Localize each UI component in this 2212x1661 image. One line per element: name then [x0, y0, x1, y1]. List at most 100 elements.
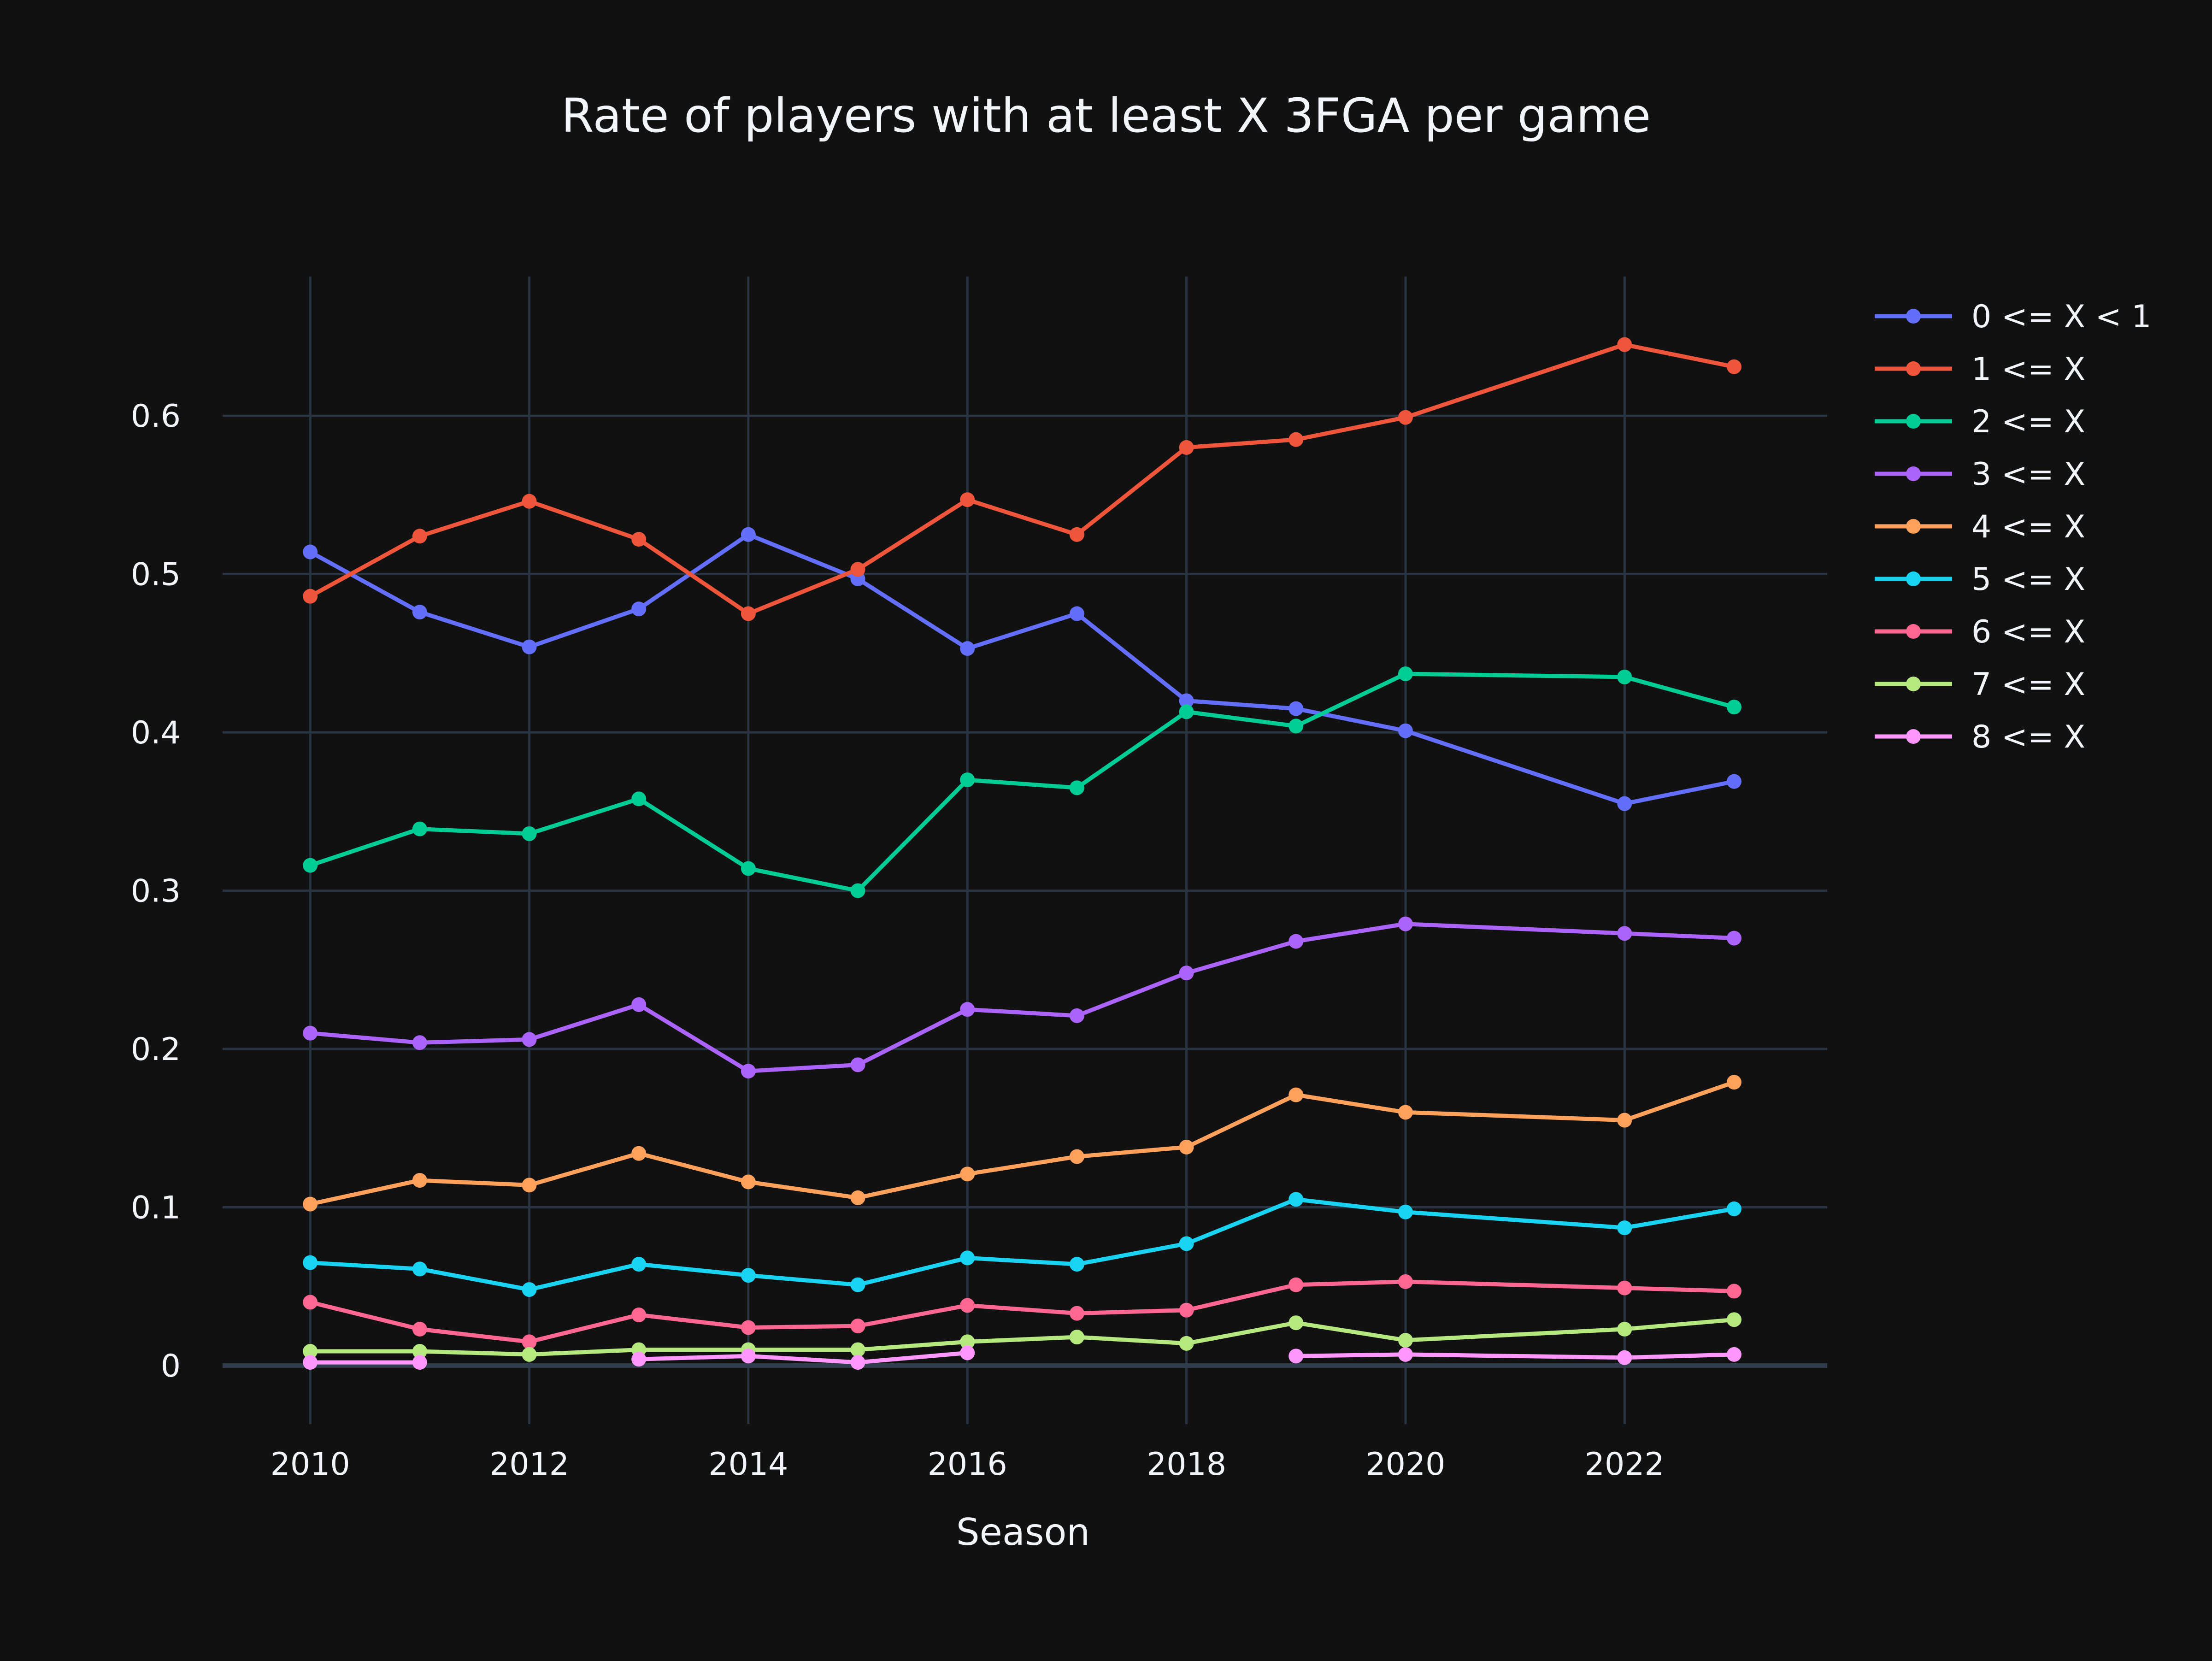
data-point[interactable] — [741, 1320, 756, 1335]
data-point[interactable] — [1288, 432, 1304, 447]
legend-item[interactable]: 1 <= X — [1875, 351, 2085, 388]
data-point[interactable] — [1179, 440, 1194, 455]
data-point[interactable] — [1398, 916, 1413, 931]
legend-item[interactable]: 5 <= X — [1875, 561, 2085, 598]
data-point[interactable] — [1726, 1284, 1741, 1299]
data-point[interactable] — [1617, 1220, 1632, 1236]
data-point[interactable] — [1726, 700, 1741, 715]
data-point[interactable] — [1398, 1204, 1413, 1219]
data-point[interactable] — [631, 1146, 647, 1161]
data-point[interactable] — [850, 1355, 865, 1370]
data-point[interactable] — [741, 861, 756, 876]
data-point[interactable] — [522, 1282, 537, 1297]
data-point[interactable] — [1179, 1336, 1194, 1351]
data-point[interactable] — [960, 1345, 975, 1361]
data-point[interactable] — [412, 1035, 427, 1050]
data-point[interactable] — [850, 1319, 865, 1334]
data-point[interactable] — [522, 826, 537, 841]
data-point[interactable] — [1398, 1347, 1413, 1362]
data-point[interactable] — [741, 1268, 756, 1283]
data-point[interactable] — [960, 492, 975, 507]
data-point[interactable] — [1069, 527, 1084, 542]
data-point[interactable] — [303, 1255, 318, 1270]
legend-item[interactable]: 7 <= X — [1875, 666, 2085, 703]
data-point[interactable] — [1726, 1312, 1741, 1327]
data-point[interactable] — [1179, 1302, 1194, 1318]
data-point[interactable] — [1288, 1277, 1304, 1292]
data-point[interactable] — [1617, 1280, 1632, 1296]
data-point[interactable] — [741, 527, 756, 542]
data-point[interactable] — [1726, 1075, 1741, 1090]
data-point[interactable] — [631, 997, 647, 1012]
data-point[interactable] — [1179, 1236, 1194, 1251]
data-point[interactable] — [1617, 1113, 1632, 1128]
data-point[interactable] — [1398, 410, 1413, 425]
legend-item[interactable]: 6 <= X — [1875, 614, 2085, 650]
data-point[interactable] — [1069, 606, 1084, 621]
data-point[interactable] — [1069, 1306, 1084, 1321]
data-point[interactable] — [412, 1173, 427, 1188]
data-point[interactable] — [412, 1261, 427, 1277]
data-point[interactable] — [1398, 1332, 1413, 1348]
data-point[interactable] — [412, 529, 427, 544]
data-point[interactable] — [1069, 1257, 1084, 1272]
legend-item[interactable]: 0 <= X < 1 — [1875, 299, 2152, 335]
data-point[interactable] — [1726, 774, 1741, 789]
data-point[interactable] — [960, 1334, 975, 1349]
data-point[interactable] — [1288, 701, 1304, 716]
data-point[interactable] — [1288, 719, 1304, 734]
data-point[interactable] — [850, 1342, 865, 1357]
data-point[interactable] — [1617, 337, 1632, 352]
data-point[interactable] — [960, 1250, 975, 1266]
data-point[interactable] — [412, 1344, 427, 1359]
data-point[interactable] — [303, 1355, 318, 1370]
data-point[interactable] — [1069, 1008, 1084, 1023]
data-point[interactable] — [741, 1064, 756, 1079]
data-point[interactable] — [1069, 1149, 1084, 1164]
data-point[interactable] — [960, 641, 975, 656]
legend-item[interactable]: 8 <= X — [1875, 719, 2085, 755]
data-point[interactable] — [1617, 926, 1632, 941]
data-point[interactable] — [850, 562, 865, 577]
data-point[interactable] — [631, 1308, 647, 1323]
legend-item[interactable]: 4 <= X — [1875, 509, 2085, 545]
data-point[interactable] — [1726, 359, 1741, 374]
data-point[interactable] — [1617, 796, 1632, 811]
data-point[interactable] — [412, 1321, 427, 1337]
data-point[interactable] — [303, 1344, 318, 1359]
data-point[interactable] — [522, 1334, 537, 1349]
data-point[interactable] — [850, 883, 865, 898]
data-point[interactable] — [1617, 669, 1632, 684]
data-point[interactable] — [1398, 1105, 1413, 1120]
data-point[interactable] — [631, 532, 647, 547]
data-point[interactable] — [850, 1057, 865, 1072]
data-point[interactable] — [960, 1298, 975, 1313]
data-point[interactable] — [1288, 934, 1304, 949]
data-point[interactable] — [1726, 1201, 1741, 1216]
data-point[interactable] — [1288, 1315, 1304, 1331]
data-point[interactable] — [1288, 1349, 1304, 1364]
data-point[interactable] — [1179, 704, 1194, 719]
data-point[interactable] — [631, 601, 647, 617]
data-point[interactable] — [850, 1190, 865, 1205]
data-point[interactable] — [960, 1166, 975, 1182]
data-point[interactable] — [741, 1174, 756, 1190]
data-point[interactable] — [1179, 693, 1194, 708]
data-point[interactable] — [960, 1002, 975, 1017]
data-point[interactable] — [1726, 1347, 1741, 1362]
data-point[interactable] — [1288, 1192, 1304, 1207]
legend-item[interactable]: 2 <= X — [1875, 404, 2085, 440]
data-point[interactable] — [1069, 780, 1084, 795]
data-point[interactable] — [522, 494, 537, 509]
data-point[interactable] — [303, 1295, 318, 1310]
data-point[interactable] — [412, 1355, 427, 1370]
data-point[interactable] — [1069, 1330, 1084, 1345]
data-point[interactable] — [1617, 1321, 1632, 1337]
data-point[interactable] — [631, 791, 647, 807]
legend-item[interactable]: 3 <= X — [1875, 456, 2085, 493]
data-point[interactable] — [1179, 1139, 1194, 1154]
data-point[interactable] — [631, 1352, 647, 1367]
data-point[interactable] — [1398, 723, 1413, 738]
data-point[interactable] — [412, 605, 427, 620]
data-point[interactable] — [522, 639, 537, 654]
